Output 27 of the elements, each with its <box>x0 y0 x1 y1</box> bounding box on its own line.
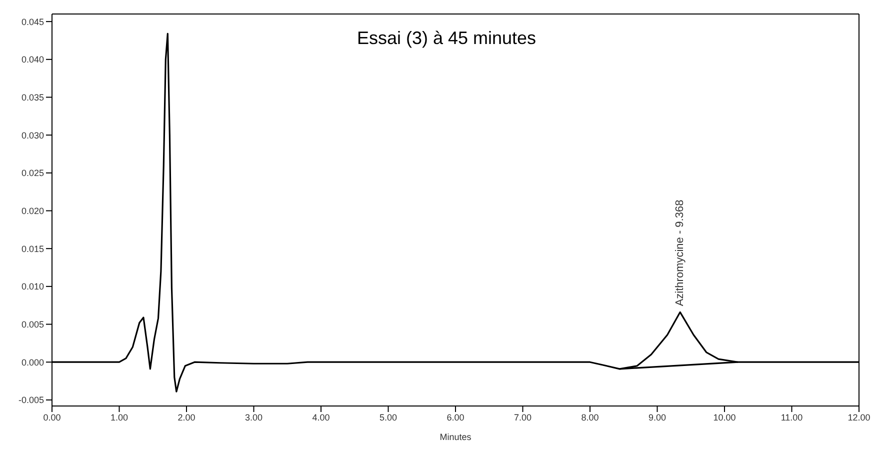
y-tick-label: 0.030 <box>21 130 44 140</box>
x-tick-label: 2.00 <box>178 412 196 422</box>
x-tick-label: 12.00 <box>848 412 870 422</box>
x-tick-label: 8.00 <box>581 412 599 422</box>
y-tick-label: 0.040 <box>21 54 44 65</box>
x-tick-label: 0.00 <box>43 412 61 422</box>
x-tick-label: 9.00 <box>648 412 666 422</box>
x-tick-label: 5.00 <box>379 412 398 422</box>
x-tick-label: 3.00 <box>244 412 263 422</box>
y-tick-label: 0.035 <box>21 92 44 102</box>
y-tick-label: 0.000 <box>21 357 44 368</box>
x-axis-title: Minutes <box>440 432 472 442</box>
x-tick-label: 10.00 <box>713 412 736 422</box>
y-tick-label: 0.005 <box>21 319 44 330</box>
y-tick-label: 0.045 <box>21 16 44 27</box>
x-tick-label: 6.00 <box>446 412 464 422</box>
text: Essai (3) à 45 minutes <box>356 28 538 49</box>
y-tick-label: 0.020 <box>21 206 44 216</box>
y-tick-label: 0.015 <box>21 244 44 254</box>
y-tick-label: 0.025 <box>21 168 44 178</box>
x-tick-label: 7.00 <box>514 412 532 422</box>
x-tick-label: 1.00 <box>110 412 128 422</box>
annotation: Azithromycine - 9.368 <box>674 200 686 306</box>
x-tick-label: 4.00 <box>312 412 330 422</box>
y-tick-label: 0.010 <box>21 282 44 292</box>
x-tick-label: 11.00 <box>780 412 803 422</box>
y-tick-label: -0.005 <box>18 395 44 406</box>
